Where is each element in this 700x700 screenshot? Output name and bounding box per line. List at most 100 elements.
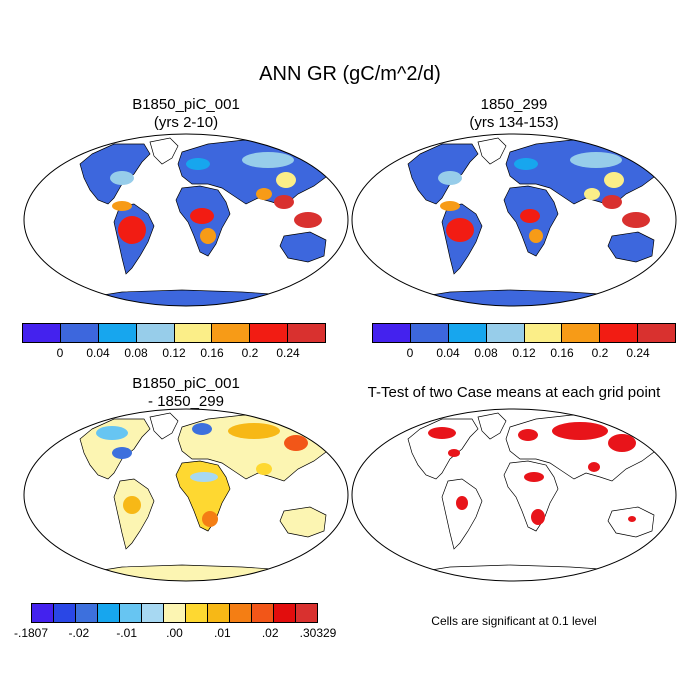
colorbar-3-swatch xyxy=(252,604,274,622)
amazon-patch xyxy=(123,496,141,514)
colorbar-2-tick-label: 0.2 xyxy=(591,346,609,360)
colorbar-1-tick-label: 0.04 xyxy=(86,346,110,360)
panel-2-years: (yrs 134-153) xyxy=(469,114,559,131)
significance-marks xyxy=(428,422,636,525)
colorbar-2-swatch xyxy=(486,324,525,342)
colorbar-3-swatch xyxy=(76,604,98,622)
colorbar-2-tick-label: 0.08 xyxy=(474,346,498,360)
map-panel-1 xyxy=(23,133,349,307)
panel-4-name: T-Test of two Case means at each grid po… xyxy=(367,384,661,401)
significance-note: Cells are significant at 0.1 level xyxy=(431,614,597,628)
india-patch xyxy=(584,188,600,200)
colorbar-1-tick-label: 0.08 xyxy=(124,346,148,360)
panel-1-title: B1850_piC_001 (yrs 2-10) xyxy=(24,96,348,132)
panel-2-title: 1850_299 (yrs 134-153) xyxy=(352,96,676,132)
map-border xyxy=(23,408,349,582)
colorbar-3-tick-label: -.02 xyxy=(68,626,90,640)
colorbar-panel-1-labels: 0 0.04 0.08 0.12 0.16 0.2 0.24 xyxy=(22,346,326,362)
amazon-patch xyxy=(446,218,474,242)
colorbar-panel-3-labels: -.1807 -.02 -.01 .00 .01 .02 .30329 xyxy=(14,626,336,642)
colorbar-1-swatch xyxy=(23,324,61,342)
colorbar-2-tick-label: 0.12 xyxy=(512,346,536,360)
colorbar-3-tick-label: -.1807 xyxy=(13,626,49,640)
map-border xyxy=(23,133,349,307)
se-asia-patch xyxy=(602,195,622,209)
colorbar-2-tick-label: 0.16 xyxy=(550,346,574,360)
colorbar-3-tick-label: .01 xyxy=(213,626,231,640)
colorbar-1-swatch xyxy=(174,324,213,342)
panel-3-title: B1850_piC_001 - 1850_299 xyxy=(24,375,348,411)
map-panel-4 xyxy=(351,408,677,582)
east-africa-patch xyxy=(200,228,216,244)
colorbar-1-tick-label: 0.16 xyxy=(200,346,224,360)
africa-land xyxy=(503,460,559,532)
colorbar-1-tick-label: 0.24 xyxy=(276,346,300,360)
colorbar-3-swatch xyxy=(164,604,186,622)
south-america-land xyxy=(441,478,483,550)
panel-2-name: 1850_299 xyxy=(480,96,548,113)
colorbar-2-swatch xyxy=(638,324,675,342)
figure-title: ANN GR (gC/m^2/d) xyxy=(259,63,441,85)
colorbar-panel-2-labels: 0 0.04 0.08 0.12 0.16 0.2 0.24 xyxy=(372,346,676,362)
se-asia-patch xyxy=(274,195,294,209)
europe-patch xyxy=(514,158,538,170)
colorbar-1-tick-label: 0 xyxy=(56,346,64,360)
panel-1-name: B1850_piC_001 xyxy=(132,96,240,113)
central-america-patch xyxy=(440,201,460,211)
congo-patch xyxy=(190,208,214,224)
colorbar-panel-2 xyxy=(372,323,676,343)
colorbar-2-tick-label: 0.24 xyxy=(626,346,650,360)
europe-patch xyxy=(186,158,210,170)
map-panel-2 xyxy=(351,133,677,307)
panel-3-subtitle: - 1850_299 xyxy=(148,393,224,410)
china-patch xyxy=(276,172,296,188)
map-border xyxy=(351,408,677,582)
north-america-land xyxy=(407,418,479,480)
colorbar-2-swatch xyxy=(562,324,601,342)
panel-3-name: B1850_piC_001 xyxy=(132,375,240,392)
australia-land xyxy=(279,506,327,538)
siberia-patch xyxy=(228,423,280,439)
colorbar-1-swatch xyxy=(288,324,325,342)
colorbar-2-swatch xyxy=(448,324,487,342)
colorbar-3-swatch xyxy=(54,604,76,622)
colorbar-3-tick-label: .02 xyxy=(261,626,279,640)
indonesia-patch xyxy=(294,212,322,228)
colorbar-3-swatch xyxy=(274,604,296,622)
australia-land xyxy=(607,506,655,538)
colorbar-1-swatch xyxy=(136,324,175,342)
indonesia-patch xyxy=(622,212,650,228)
india-patch xyxy=(256,463,272,475)
colorbar-3-swatch xyxy=(296,604,317,622)
colorbar-3-swatch xyxy=(186,604,208,622)
colorbar-2-tick-label: 0.04 xyxy=(436,346,460,360)
amazon-patch xyxy=(118,216,146,244)
greenland-land xyxy=(149,137,179,165)
colorbar-panel-1 xyxy=(22,323,326,343)
siberia-patch xyxy=(242,152,294,168)
australia-land xyxy=(279,231,327,263)
panel-1-years: (yrs 2-10) xyxy=(153,114,219,131)
india-patch xyxy=(256,188,272,200)
us-patch xyxy=(112,447,132,459)
colorbar-1-swatch xyxy=(98,324,137,342)
colorbar-1-tick-label: 0.2 xyxy=(241,346,259,360)
scandinavia-patch xyxy=(192,423,212,435)
colorbar-3-swatch xyxy=(142,604,164,622)
map-border xyxy=(351,133,677,307)
australia-land xyxy=(607,231,655,263)
colorbar-2-swatch xyxy=(373,324,411,342)
map-panel-3 xyxy=(23,408,349,582)
siberia-patch xyxy=(570,152,622,168)
greenland-land xyxy=(477,412,507,440)
china-patch xyxy=(604,172,624,188)
us-east-patch xyxy=(110,171,134,185)
colorbar-3-swatch xyxy=(32,604,54,622)
colorbar-1-swatch xyxy=(60,324,99,342)
colorbar-3-tick-label: -.01 xyxy=(116,626,137,640)
south-america-land xyxy=(113,478,155,550)
colorbar-3-swatch xyxy=(208,604,230,622)
colorbar-3-swatch xyxy=(98,604,120,622)
colorbar-2-swatch xyxy=(524,324,563,342)
greenland-land xyxy=(477,137,507,165)
